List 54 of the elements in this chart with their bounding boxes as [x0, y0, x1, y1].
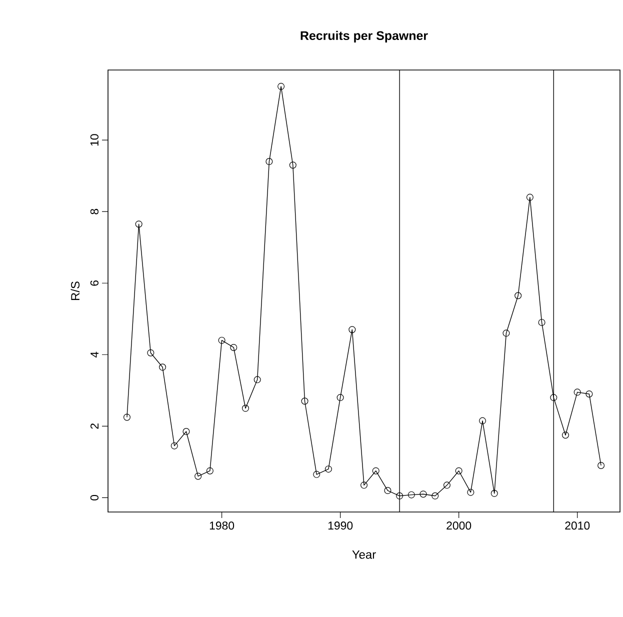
point — [408, 491, 415, 498]
point — [254, 376, 261, 384]
point — [266, 158, 273, 166]
y-axis-title: R/S — [70, 282, 80, 300]
point — [396, 492, 404, 500]
point — [230, 344, 238, 351]
point — [574, 388, 581, 396]
point — [242, 404, 249, 412]
point — [586, 390, 593, 398]
point — [598, 462, 605, 469]
point — [467, 488, 474, 496]
point — [135, 220, 142, 228]
y-tick-label: 2 — [90, 424, 98, 429]
point — [301, 398, 308, 405]
point — [443, 482, 450, 489]
y-tick-label: 0 — [90, 494, 98, 500]
point — [278, 82, 285, 90]
point — [218, 336, 226, 344]
point — [526, 194, 534, 201]
point — [514, 292, 522, 300]
point — [159, 364, 166, 371]
point — [550, 394, 558, 402]
point — [313, 470, 320, 478]
point — [336, 394, 344, 402]
point — [420, 490, 427, 498]
point — [348, 326, 356, 334]
point — [455, 467, 462, 474]
chart-title: Recruits per Spawner — [300, 30, 428, 42]
x-tick-label: 2010 — [565, 522, 590, 530]
point — [324, 466, 332, 473]
point — [360, 482, 368, 489]
x-axis-title: Year — [352, 550, 376, 559]
point — [538, 318, 546, 326]
point — [479, 417, 486, 424]
y-tick-label: 8 — [90, 208, 98, 214]
point — [372, 467, 380, 474]
point — [123, 414, 130, 421]
x-tick-label: 1980 — [210, 522, 234, 530]
point — [502, 330, 510, 337]
y-tick-label: 6 — [90, 280, 98, 286]
y-tick-label: 4 — [90, 352, 98, 358]
point — [562, 432, 569, 439]
point — [432, 492, 439, 500]
x-tick-label: 1990 — [328, 522, 353, 530]
point — [289, 162, 296, 169]
point — [147, 349, 154, 356]
point — [182, 428, 190, 436]
point — [490, 490, 498, 497]
point — [384, 487, 392, 494]
point — [206, 467, 214, 474]
y-tick-label: 10 — [90, 134, 98, 146]
x-tick-label: 2000 — [446, 522, 472, 530]
point — [170, 442, 178, 450]
point — [194, 472, 202, 480]
